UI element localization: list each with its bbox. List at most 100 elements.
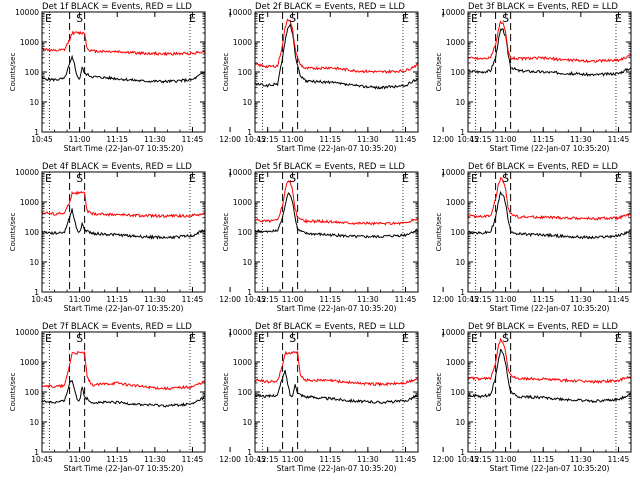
lld-series-line <box>467 176 632 221</box>
time-marker-s: S <box>76 332 83 345</box>
time-marker-e: E <box>258 332 265 345</box>
lld-series-line <box>41 30 206 57</box>
x-tick-label: 11:00 <box>282 455 304 464</box>
y-axis-label: Counts/sec <box>435 213 443 252</box>
x-tick-label: 11:15 <box>319 295 341 304</box>
lld-series-line <box>41 190 206 219</box>
plot-frame <box>41 331 206 453</box>
x-tick-label: 11:00 <box>69 455 91 464</box>
x-tick-label: 11:45 <box>395 135 417 144</box>
time-marker-e: E <box>402 332 409 345</box>
y-tick-label: 1000 <box>20 38 39 47</box>
y-tick-label: 10000 <box>15 168 39 177</box>
x-tick-label: 10:45 <box>31 135 53 144</box>
x-tick-label: 12:15 <box>257 135 279 144</box>
y-tick-label: 1 <box>247 288 252 297</box>
detector-panel-5: Det 5f BLACK = Events, RED = LLD 1 10 100 10… <box>222 162 492 313</box>
time-marker-s: S <box>502 12 509 25</box>
time-marker-s: S <box>289 332 296 345</box>
y-axis-label: Counts/sec <box>435 53 443 92</box>
events-series-line <box>254 23 419 90</box>
x-axis-label: Start Time (22-Jan-07 10:35:20) <box>490 304 610 313</box>
y-tick-label: 1000 <box>233 38 252 47</box>
x-tick-label: 11:15 <box>106 295 128 304</box>
x-tick-label: 11:15 <box>106 135 128 144</box>
y-axis-label: Counts/sec <box>222 373 230 412</box>
lld-series-line <box>254 180 418 226</box>
plot-frame <box>467 171 632 293</box>
panel-title: Det 7f BLACK = Events, RED = LLD <box>42 322 192 332</box>
panel-title: Det 6f BLACK = Events, RED = LLD <box>468 162 618 172</box>
x-tick-label: 11:30 <box>570 135 592 144</box>
x-tick-label: 12:00 <box>432 135 454 144</box>
y-tick-label: 10000 <box>228 8 252 17</box>
y-tick-label: 10000 <box>15 328 39 337</box>
y-axis-label: Counts/sec <box>9 213 17 252</box>
time-marker-s: S <box>502 332 509 345</box>
events-series-line <box>41 379 206 408</box>
y-axis-label: Counts/sec <box>222 213 230 252</box>
time-marker-s: S <box>289 12 296 25</box>
y-tick-label: 1000 <box>233 358 252 367</box>
x-tick-label: 10:45 <box>31 295 53 304</box>
plot-frame <box>254 171 419 293</box>
y-tick-label: 10000 <box>228 168 252 177</box>
y-tick-label: 100 <box>451 388 466 397</box>
x-tick-label: 11:30 <box>357 295 379 304</box>
lld-series-line <box>254 18 419 74</box>
x-tick-label: 11:45 <box>182 135 204 144</box>
detector-panel-8: Det 8f BLACK = Events, RED = LLD 1 10 100 10… <box>222 322 492 473</box>
y-tick-label: 10 <box>29 98 39 107</box>
y-tick-label: 10000 <box>15 8 39 17</box>
x-tick-label: 11:45 <box>608 455 630 464</box>
y-tick-label: 100 <box>238 228 253 237</box>
events-series-line <box>41 208 206 240</box>
lld-series-line <box>254 350 419 388</box>
time-marker-e: E <box>258 12 265 25</box>
panel-title: Det 2f BLACK = Events, RED = LLD <box>255 2 405 12</box>
detector-panel-1: Det 1f BLACK = Events, RED = LLD 1 10 100 10… <box>9 2 279 153</box>
x-tick-label: 11:15 <box>532 295 554 304</box>
panel-title: Det 9f BLACK = Events, RED = LLD <box>468 322 618 332</box>
panel-title: Det 1f BLACK = Events, RED = LLD <box>42 2 192 12</box>
detector-panel-4: Det 4f BLACK = Events, RED = LLD 1 10 100 10… <box>9 162 279 313</box>
x-tick-label: 10:45 <box>457 455 479 464</box>
panel-title: Det 4f BLACK = Events, RED = LLD <box>42 162 192 172</box>
x-tick-label: 11:45 <box>182 455 204 464</box>
y-tick-label: 1 <box>34 448 39 457</box>
time-marker-s: S <box>502 172 509 185</box>
x-tick-label: 11:45 <box>608 295 630 304</box>
y-axis-label: Counts/sec <box>9 373 17 412</box>
events-series-line <box>41 54 206 84</box>
x-tick-label: 10:45 <box>244 295 266 304</box>
y-tick-label: 1000 <box>446 358 465 367</box>
time-marker-e: E <box>615 12 622 25</box>
y-tick-label: 100 <box>25 228 40 237</box>
y-tick-label: 1 <box>34 128 39 137</box>
x-axis-label: Start Time (22-Jan-07 10:35:20) <box>64 464 184 473</box>
x-axis-label: Start Time (22-Jan-07 10:35:20) <box>490 464 610 473</box>
y-axis-label: Counts/sec <box>9 53 17 92</box>
y-tick-label: 10 <box>242 98 252 107</box>
detector-panel-7: Det 7f BLACK = Events, RED = LLD 1 10 100 10… <box>9 322 279 473</box>
plot-frame <box>254 331 419 453</box>
panel-title: Det 5f BLACK = Events, RED = LLD <box>255 162 405 172</box>
x-axis-label: Start Time (22-Jan-07 10:35:20) <box>490 144 610 153</box>
x-tick-label: 11:00 <box>495 295 517 304</box>
time-marker-e: E <box>258 172 265 185</box>
plot-frame <box>41 171 206 293</box>
y-tick-label: 100 <box>451 68 466 77</box>
x-tick-label: 11:00 <box>69 295 91 304</box>
x-axis-label: Start Time (22-Jan-07 10:35:20) <box>64 144 184 153</box>
x-tick-label: 12:00 <box>219 455 241 464</box>
events-series-line <box>467 28 632 77</box>
time-marker-e: E <box>45 172 52 185</box>
x-axis-label: Start Time (22-Jan-07 10:35:20) <box>277 464 397 473</box>
y-tick-label: 1000 <box>233 198 252 207</box>
x-tick-label: 10:45 <box>457 295 479 304</box>
time-marker-e: E <box>471 172 478 185</box>
x-tick-label: 11:30 <box>144 455 166 464</box>
y-tick-label: 100 <box>238 388 253 397</box>
events-series-line <box>254 192 419 239</box>
detector-panel-2: Det 2f BLACK = Events, RED = LLD 1 10 100 10… <box>222 2 492 153</box>
